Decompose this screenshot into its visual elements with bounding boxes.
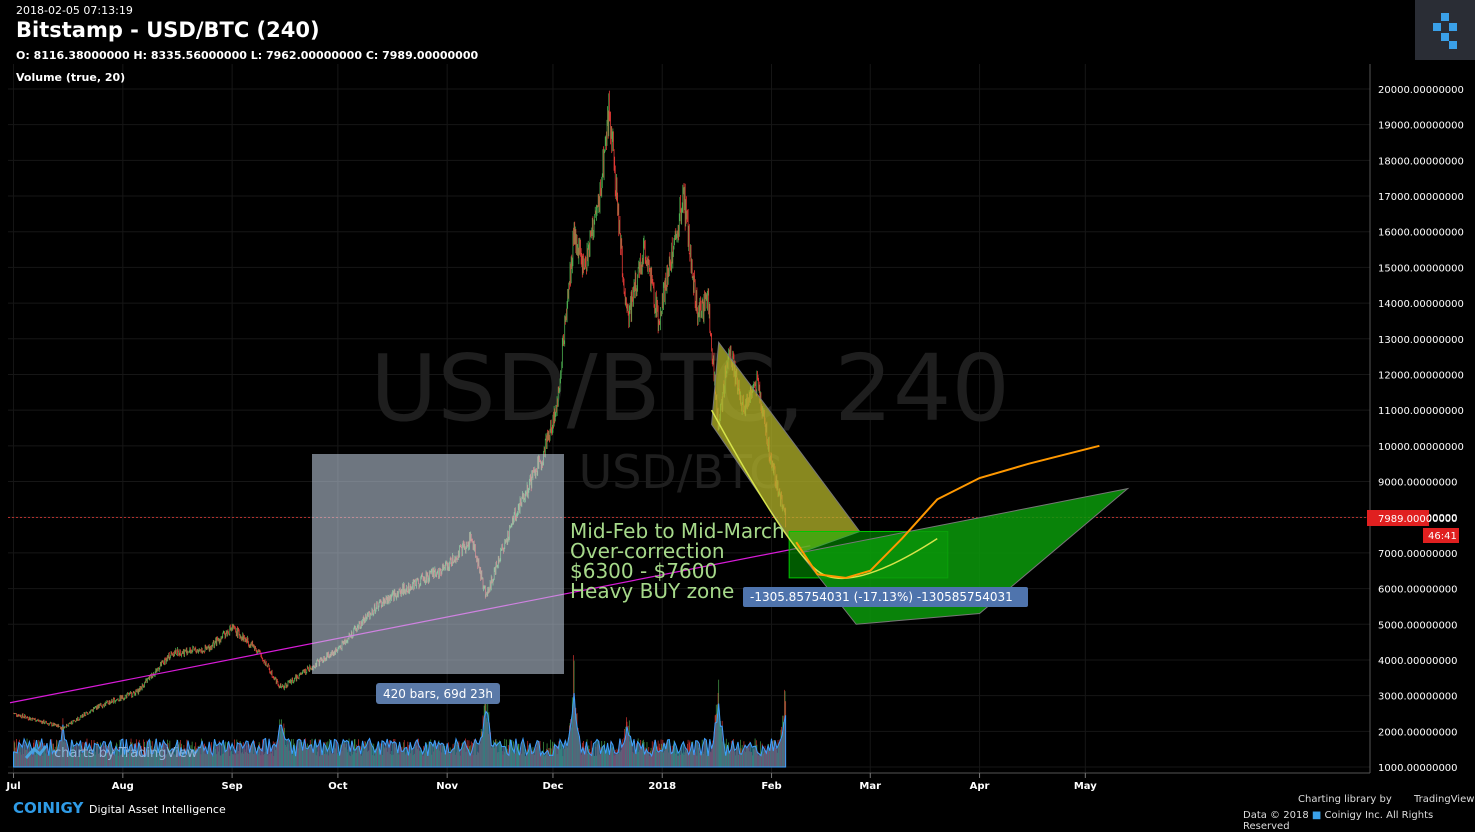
x-tick-label: Aug xyxy=(112,781,134,792)
annotation-labels: 420 bars, 69d 23h Mid-Feb to Mid-March O… xyxy=(312,454,1028,704)
y-tick-label: 2000.00000000 xyxy=(1378,727,1458,738)
note-line-1: Mid-Feb to Mid-March xyxy=(570,519,785,543)
tv-watermark-text: charts by TradingView xyxy=(54,746,198,761)
y-tick-label: 1000.00000000 xyxy=(1378,763,1458,774)
x-tick-label: Dec xyxy=(542,781,563,792)
y-tick-label: 17000.00000000 xyxy=(1378,192,1464,203)
y-tick-labels: 1000.00000000 2000.00000000 3000.00000000 4… xyxy=(1378,85,1464,774)
x-tick-label: May xyxy=(1074,781,1097,792)
x-tick-label: Feb xyxy=(761,781,781,792)
x-tick-label: Oct xyxy=(328,781,347,792)
y-tick-label: 3000.00000000 xyxy=(1378,692,1458,703)
copyright-year: Data © 2018 xyxy=(1243,810,1309,821)
chart-grid xyxy=(8,64,1370,773)
y-tick-label: 20000.00000000 xyxy=(1378,85,1464,96)
x-tick-label: Nov xyxy=(436,781,458,792)
footer-brand[interactable]: COINIGY xyxy=(13,799,84,817)
coinigy-logo[interactable] xyxy=(1415,0,1475,60)
tradingview-cloud-icon xyxy=(24,745,48,759)
x-tick-label: Mar xyxy=(859,781,881,792)
countdown-tag xyxy=(1423,528,1459,543)
y-tick-label: 19000.00000000 xyxy=(1378,121,1464,132)
tv-watermark: charts by TradingView xyxy=(24,745,198,761)
date-range-box xyxy=(312,454,564,674)
ohlc-readout: O: 8116.38000000 H: 8335.56000000 L: 796… xyxy=(16,49,479,62)
range-label: 420 bars, 69d 23h xyxy=(383,687,493,701)
forecast-note: Mid-Feb to Mid-March Over-correction $63… xyxy=(570,519,791,603)
range-label-box xyxy=(376,683,500,704)
last-price-tag xyxy=(1367,510,1429,526)
y-tick-label: 5000.00000000 xyxy=(1378,620,1458,631)
y-tick-label: 15000.00000000 xyxy=(1378,263,1464,274)
x-tick-label: Apr xyxy=(970,781,990,792)
measure-label-box xyxy=(743,587,1028,607)
charting-credit: Charting library by xyxy=(1298,794,1392,805)
y-tick-label: 7000.00000000 xyxy=(1378,549,1458,560)
y-tick-label: 10000.00000000 xyxy=(1378,442,1464,453)
note-line-3: $6300 - $7600 xyxy=(570,559,717,583)
y-tick-label: 6000.00000000 xyxy=(1378,585,1458,596)
copyright: Data © 2018 ■ Coinigy Inc. All Rights Re… xyxy=(1243,810,1475,832)
x-tick-label: Sep xyxy=(222,781,243,792)
y-tick-label: 18000.00000000 xyxy=(1378,156,1464,167)
y-tick-label: 12000.00000000 xyxy=(1378,370,1464,381)
y-tick-label: 13000.00000000 xyxy=(1378,335,1464,346)
y-tick-label: 11000.00000000 xyxy=(1378,406,1464,417)
volume-ma-area xyxy=(12,692,787,768)
copyright-icon: ■ xyxy=(1311,810,1322,821)
y-tick-label: 14000.00000000 xyxy=(1378,299,1464,310)
projection-curve xyxy=(710,409,938,580)
tradingview-credit[interactable]: TradingView xyxy=(1414,794,1475,805)
y-tick-label: 16000.00000000 xyxy=(1378,228,1464,239)
axes: 1000.00000000 2000.00000000 3000.00000000 4… xyxy=(5,64,1464,792)
coinigy-cube-icon xyxy=(1433,13,1457,49)
watermark-big: USD/BTC, 240 xyxy=(370,335,1010,442)
footer-tagline: Digital Asset Intelligence xyxy=(89,803,226,816)
x-tick-label: Jul xyxy=(5,781,20,792)
y-tick-label: 9000.00000000 xyxy=(1378,478,1458,489)
countdown-value: 46:41 xyxy=(1428,531,1457,542)
note-line-2: Over-correction xyxy=(570,539,725,563)
last-price-value: 7989.00000000 xyxy=(1378,514,1458,525)
measure-label: -1305.85754031 (-17.13%) -130585754031 xyxy=(750,590,1013,604)
chart-title: Bitstamp - USD/BTC (240) xyxy=(16,18,320,42)
x-tick-labels: Jul Aug Sep Oct Nov Dec 2018 Feb Mar Apr May xyxy=(5,773,1097,792)
note-line-4: Heavy BUY zone xyxy=(570,579,734,603)
x-tick-label: 2018 xyxy=(648,781,676,792)
y-tick-label: 4000.00000000 xyxy=(1378,656,1458,667)
forecast-line xyxy=(795,444,1100,579)
volume-indicator-label[interactable]: Volume (true, 20) xyxy=(16,71,126,84)
volume-ma xyxy=(12,692,787,768)
timestamp: 2018-02-05 07:13:19 xyxy=(16,4,133,17)
